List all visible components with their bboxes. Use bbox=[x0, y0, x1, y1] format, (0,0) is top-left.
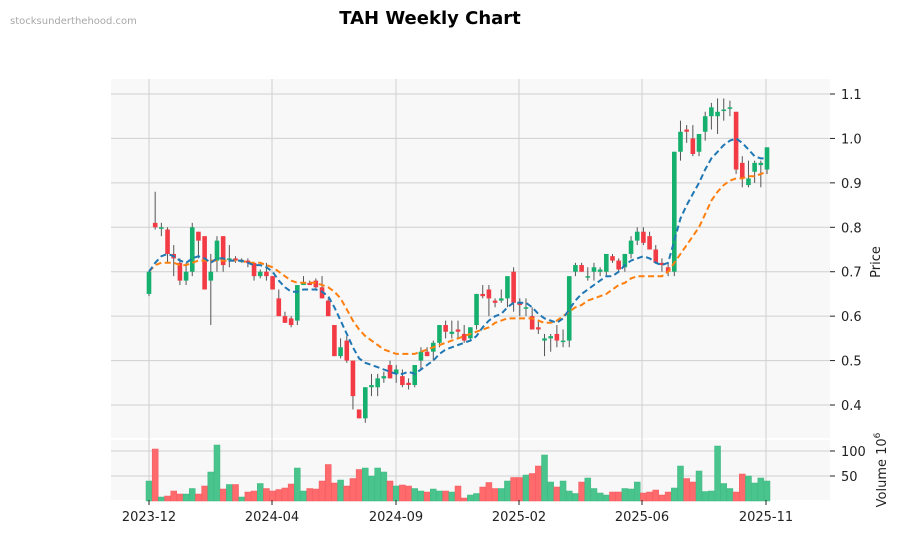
date-tick-label: 2025-06 bbox=[615, 510, 669, 525]
price-tick-label: 0.4 bbox=[841, 399, 862, 414]
price-tick-label: 0.8 bbox=[841, 221, 862, 236]
price-tick-label: 0.7 bbox=[841, 266, 862, 281]
volume-bars bbox=[145, 444, 771, 502]
price-tick-label: 1.1 bbox=[841, 88, 862, 103]
volume-tick-label: 100 bbox=[841, 445, 866, 460]
volume-tick-label: 50 bbox=[841, 470, 858, 485]
volume-axis-label: Volume 106 bbox=[873, 432, 890, 507]
chart-title: TAH Weekly Chart bbox=[339, 8, 521, 29]
axes: 0.4 0.5 0.6 0.7 0.8 0.9 1.0 1.1 50 100 2023-12 2024… bbox=[122, 88, 866, 525]
price-tick-label: 0.6 bbox=[841, 310, 862, 325]
date-tick-label: 2025-02 bbox=[492, 510, 546, 525]
date-tick-label: 2024-04 bbox=[245, 510, 299, 525]
price-tick-label: 0.5 bbox=[841, 355, 862, 370]
date-tick-label: 2025-11 bbox=[739, 510, 793, 525]
moving-averages bbox=[148, 137, 768, 376]
date-tick-label: 2023-12 bbox=[122, 510, 176, 525]
date-tick-label: 2024-09 bbox=[369, 510, 423, 525]
watermark: stocksunderthehood.com bbox=[10, 16, 137, 27]
price-tick-label: 0.9 bbox=[841, 177, 862, 192]
ma-short-line bbox=[148, 137, 767, 376]
price-tick-label: 1.0 bbox=[841, 132, 862, 147]
price-axis-label: Price bbox=[869, 246, 884, 278]
grid-lines bbox=[111, 79, 830, 500]
ma-long-line bbox=[148, 170, 768, 355]
